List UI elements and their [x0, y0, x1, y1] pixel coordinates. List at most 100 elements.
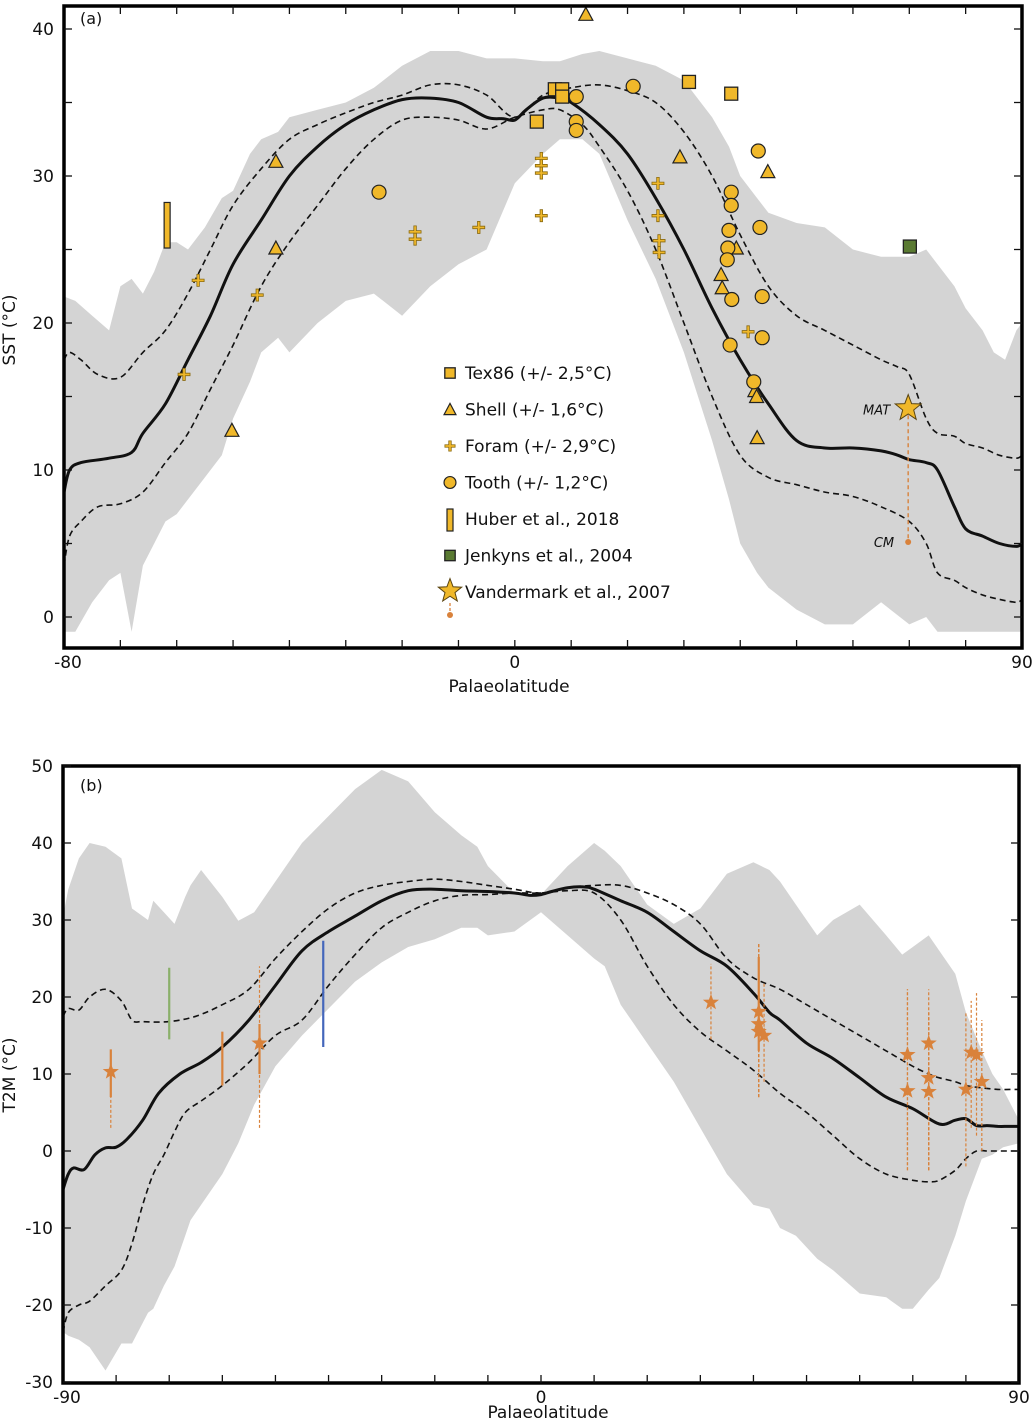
legend-item-1: Shell (+/- 1,6°C) — [443, 401, 604, 421]
shell-1-6-c-point — [749, 429, 766, 445]
legend-item-6: Vandermark et al., 2007 — [436, 577, 671, 618]
lower-bound-dashed-line — [64, 107, 1022, 604]
foram-2-9-c-point — [250, 288, 264, 302]
legend-a: Tex86 (+/- 2,5°C) Shell (+/- 1,6°C) Foram … — [436, 364, 671, 618]
legend-item-4: Huber et al., 2018 — [446, 508, 619, 532]
y-tick-label: 10 — [31, 1065, 53, 1085]
proxy-star-point — [750, 1023, 767, 1039]
plot-frame — [62, 4, 1024, 650]
shell-1-6-c-point — [267, 239, 284, 255]
huber-et-al-2018-range-bar — [163, 201, 171, 249]
proxy-star-point — [957, 1080, 974, 1097]
tex86-2-5-c-point — [724, 86, 739, 101]
proxy-star-point — [920, 1083, 937, 1099]
y-tick-label: -10 — [25, 1219, 53, 1239]
tooth-1-2-c-point — [723, 197, 739, 213]
foram-2-9-c-point — [651, 176, 665, 190]
proxy-star-point — [102, 1063, 119, 1079]
cm-point — [905, 539, 912, 546]
tooth-1-2-c-point — [754, 330, 770, 346]
legend-label: Vandermark et al., 2007 — [465, 583, 671, 603]
shell-1-6-c-point — [748, 388, 765, 404]
legend-label: Shell (+/- 1,6°C) — [465, 401, 604, 421]
jenkyns-et-al-2004-point — [902, 239, 918, 254]
shell-1-6-c-point — [671, 148, 688, 164]
legend-item-5: Jenkyns et al., 2004 — [444, 547, 633, 567]
legend-label: Huber et al., 2018 — [465, 510, 619, 530]
legend-item-0: Tex86 (+/- 2,5°C) — [444, 364, 612, 384]
y-tick-label: 30 — [32, 167, 54, 187]
legend-label: Jenkyns et al., 2004 — [464, 547, 633, 567]
proxy-star-point — [963, 1043, 980, 1060]
y-tick-label: -20 — [25, 1296, 53, 1316]
axes-a: 0 10 20 30 40 -80 0 90 — [32, 4, 1033, 673]
legend-label: Tooth (+/- 1,2°C) — [464, 474, 608, 494]
y-tick-label: 40 — [32, 20, 54, 40]
x-tick-label: -90 — [53, 1388, 81, 1408]
legend-item-3: Tooth (+/- 1,2°C) — [443, 474, 608, 494]
y-tick-label: -30 — [25, 1373, 53, 1393]
foram-2-9-c-point — [177, 368, 191, 381]
shell-1-6-c-point — [713, 266, 730, 282]
foram-2-9-c-point — [534, 209, 548, 223]
y-tick-label: 0 — [42, 1142, 53, 1162]
tooth-1-2-c-point — [719, 252, 735, 268]
tooth-1-2-c-point — [723, 184, 739, 200]
tooth-1-2-c-point — [752, 219, 768, 236]
shell-1-6-c-point — [223, 422, 240, 437]
legend-square-icon — [444, 549, 456, 562]
proxy-star-point — [899, 1082, 916, 1098]
foram-2-9-c-point — [472, 221, 486, 234]
x-tick-label: 90 — [1008, 1388, 1030, 1408]
legend-plus-icon — [444, 440, 456, 452]
legend-triangle-icon — [443, 402, 457, 416]
y-tick-label: 10 — [32, 461, 54, 481]
axes-b: -30 -20 -10 0 10 20 30 40 50 -90 0 90 — [25, 757, 1030, 1408]
tooth-1-2-c-point — [568, 89, 584, 105]
panel-label-a: (a) — [80, 9, 102, 28]
mean-line — [63, 885, 1019, 1190]
legend-circle-icon — [443, 475, 457, 490]
proxy-marks-b — [102, 940, 990, 1171]
legend-item-2: Foram (+/- 2,9°C) — [444, 437, 616, 457]
annotation-cm: CM — [874, 536, 894, 551]
y-tick-label: 50 — [31, 757, 53, 777]
model-lines-b — [63, 878, 1019, 1333]
tooth-1-2-c-point — [754, 288, 770, 305]
proxy-star-point — [702, 993, 719, 1010]
model-range-area — [63, 769, 1019, 1371]
tooth-1-2-c-point — [750, 143, 766, 159]
model-range-band-a — [64, 51, 1022, 632]
x-tick-label: 90 — [1011, 653, 1033, 673]
y-axis-title-a: SST (°C) — [0, 294, 20, 365]
tooth-1-2-c-point — [568, 122, 584, 139]
proxy-star-point — [251, 1034, 268, 1051]
model-range-area — [64, 51, 1022, 632]
foram-2-9-c-point — [651, 209, 665, 223]
tooth-1-2-c-point — [625, 78, 641, 94]
tooth-1-2-c-point — [746, 374, 762, 390]
proxy-star-point — [920, 1069, 937, 1085]
upper-bound-dashed-line — [63, 878, 1019, 1091]
tooth-1-2-c-point — [722, 337, 738, 353]
proxy-star-point — [973, 1073, 990, 1089]
tex86-2-5-c-point — [529, 114, 544, 129]
shell-1-6-c-point — [267, 153, 284, 168]
y-tick-label: 30 — [31, 911, 53, 931]
x-axis-title-b: Palaeolatitude — [487, 1403, 608, 1421]
tooth-1-2-c-point — [724, 291, 740, 308]
vandermark-et-al-2007-point — [893, 393, 923, 421]
tooth-1-2-c-point — [371, 184, 387, 200]
legend-square-icon — [444, 367, 456, 379]
y-tick-label: 40 — [31, 834, 53, 854]
model-lines-a — [64, 82, 1022, 604]
foram-2-9-c-point — [191, 273, 205, 287]
x-tick-label: -80 — [54, 653, 82, 673]
legend-bar-icon — [446, 508, 454, 532]
shell-1-6-c-point — [759, 163, 776, 179]
proxy-marks-a: MAT CM — [163, 6, 923, 551]
proxy-star-point — [968, 1046, 985, 1062]
y-axis-title-b: T2M (°C) — [0, 1038, 20, 1114]
panel-b-t2m: -30 -20 -10 0 10 20 30 40 50 -90 0 90 (b) Palaeolat… — [0, 757, 1030, 1421]
